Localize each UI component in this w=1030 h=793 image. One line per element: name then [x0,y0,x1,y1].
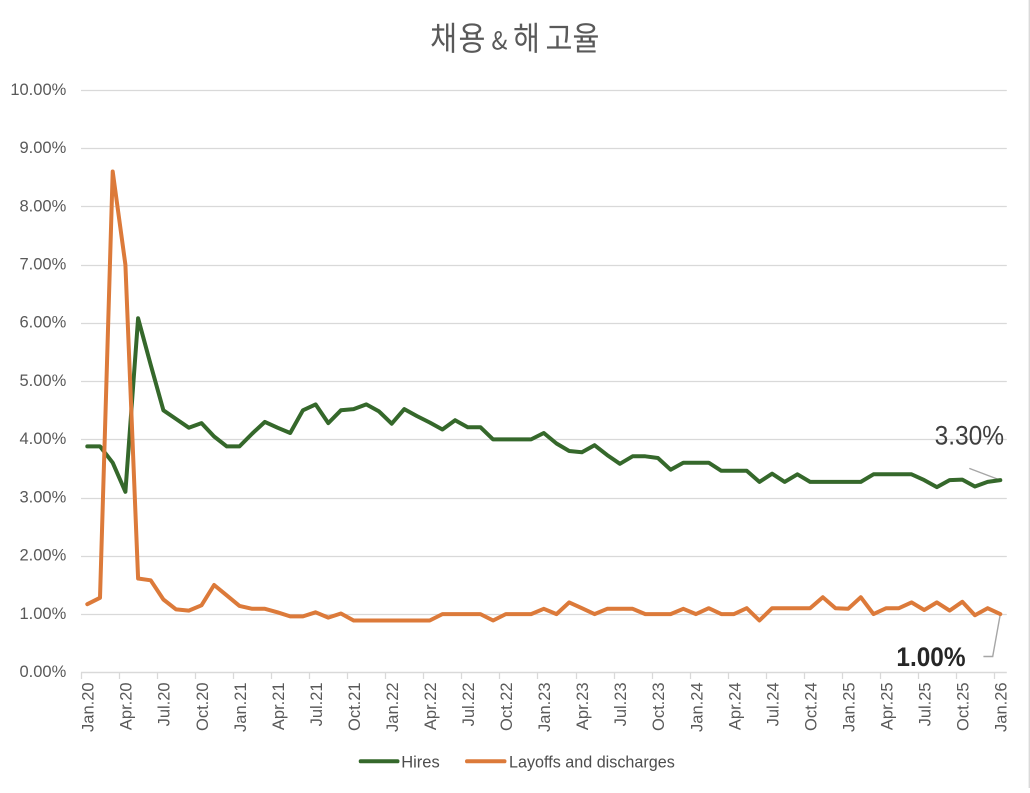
svg-text:0.00%: 0.00% [20,663,67,681]
svg-text:3.00%: 3.00% [20,488,67,506]
svg-text:8.00%: 8.00% [20,197,67,215]
svg-text:Jan.24: Jan.24 [688,682,706,732]
svg-text:3.30%: 3.30% [935,420,1005,450]
svg-text:Apr.21: Apr.21 [270,682,288,730]
svg-text:Jul.25: Jul.25 [917,682,935,726]
svg-text:Jul.21: Jul.21 [308,682,326,726]
svg-text:Apr.22: Apr.22 [422,682,440,730]
svg-text:Jan.22: Jan.22 [384,682,402,732]
svg-text:Oct.22: Oct.22 [498,682,516,731]
svg-text:Layoffs and discharges: Layoffs and discharges [509,754,675,772]
svg-text:7.00%: 7.00% [20,256,67,274]
svg-text:Hires: Hires [401,754,440,772]
svg-text:Jul.20: Jul.20 [156,682,174,726]
svg-text:1.00%: 1.00% [896,642,965,672]
svg-text:Jul.23: Jul.23 [612,682,630,726]
svg-text:9.00%: 9.00% [20,139,67,157]
svg-text:Jan.25: Jan.25 [840,682,858,732]
svg-text:Jul.24: Jul.24 [764,682,782,726]
svg-text:Jan.23: Jan.23 [536,682,554,732]
svg-text:Apr.25: Apr.25 [879,682,897,730]
svg-text:4.00%: 4.00% [20,430,67,448]
svg-text:Jan.21: Jan.21 [232,682,250,732]
svg-text:Jan.20: Jan.20 [80,682,98,732]
svg-text:Oct.20: Oct.20 [194,682,212,731]
svg-text:Oct.25: Oct.25 [955,682,973,731]
svg-text:Oct.23: Oct.23 [650,682,668,731]
svg-text:Jan.26: Jan.26 [993,682,1011,732]
svg-text:10.00%: 10.00% [10,81,66,99]
svg-text:Oct.24: Oct.24 [802,682,820,731]
svg-text:1.00%: 1.00% [20,605,67,623]
svg-text:5.00%: 5.00% [20,372,67,390]
svg-text:Apr.23: Apr.23 [574,682,592,730]
svg-text:6.00%: 6.00% [20,314,67,332]
svg-text:Oct.21: Oct.21 [346,682,364,731]
svg-text:2.00%: 2.00% [20,547,67,565]
svg-text:Apr.24: Apr.24 [726,682,744,730]
svg-text:Jul.22: Jul.22 [460,682,478,726]
svg-text:Apr.20: Apr.20 [118,682,136,730]
